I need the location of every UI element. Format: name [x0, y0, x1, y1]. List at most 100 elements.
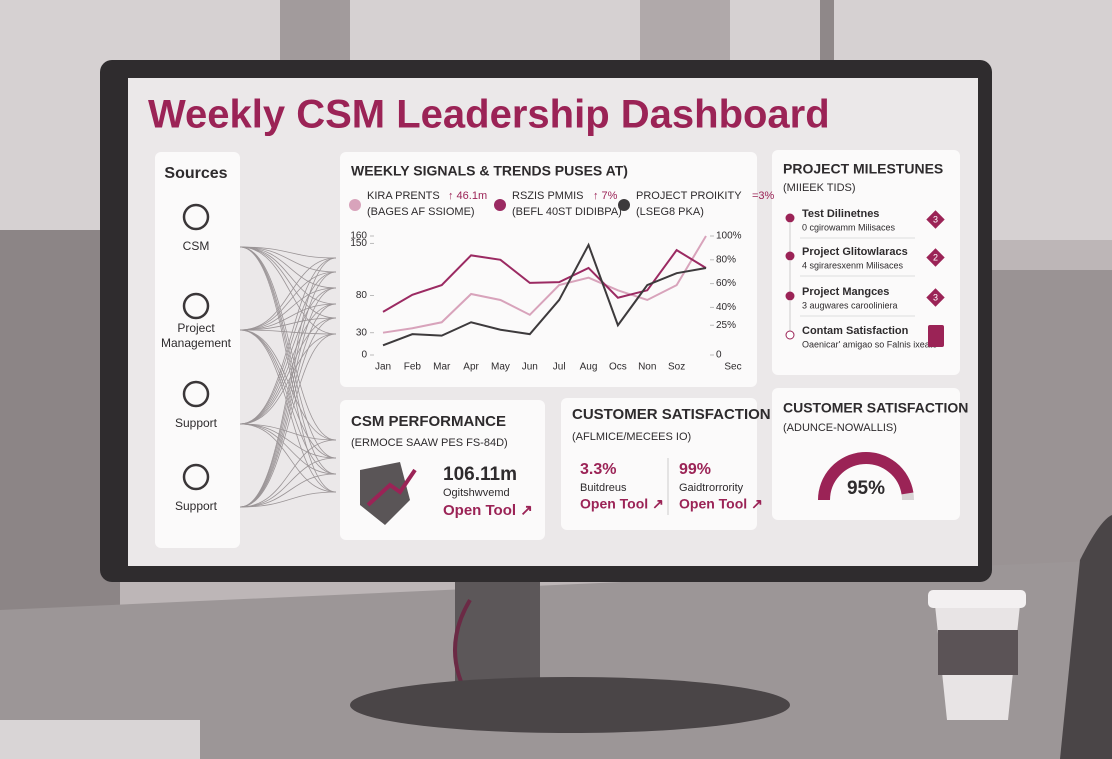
x-tick-label: Apr — [463, 362, 479, 373]
legend-name: RSZIS PMMIS — [512, 190, 584, 202]
milestones-subtitle: (MIIEEK TIDS) — [783, 182, 856, 194]
milestone-name: Test Dilinetnes — [802, 208, 879, 220]
connector — [239, 246, 337, 273]
source-icon — [182, 203, 210, 231]
y2-tick-label: 60% — [716, 278, 736, 289]
connector — [239, 423, 337, 475]
milestone-detail: 3 augwares carooliniera — [802, 300, 898, 310]
gauge-subtitle: (ADUNCE-NOWALLIS) — [783, 422, 897, 434]
source-label: Support — [175, 499, 218, 513]
y-tick-label: 160 — [350, 231, 367, 242]
connector — [239, 491, 337, 508]
legend-value: ↑ 46.1m — [448, 190, 487, 202]
metric-caption: Gaidtrorrority — [679, 482, 744, 494]
open-tool-link[interactable]: Open Tool ↗ — [443, 502, 533, 519]
y2-tick-label: 25% — [716, 320, 736, 331]
gauge-title: CUSTOMER SATISFACTION — [783, 400, 968, 416]
milestone-dot — [785, 291, 795, 301]
connector — [239, 329, 337, 475]
keyboard — [0, 720, 200, 759]
source-icon — [182, 292, 210, 320]
open-tool-link[interactable]: Open Tool ↗ — [679, 496, 763, 512]
connector — [239, 246, 337, 441]
connector — [239, 271, 337, 425]
x-tick-label: Sec — [724, 362, 741, 373]
source-label-line: Support — [175, 416, 218, 430]
y-tick-label: 150 — [350, 238, 367, 249]
connector — [239, 317, 337, 508]
connector — [239, 257, 337, 508]
gauge-label: 95% — [847, 478, 885, 499]
milestone-badge-label: 3 — [933, 214, 938, 224]
connector — [239, 246, 337, 493]
dashboard-title: Weekly CSM Leadership Dashboard — [148, 93, 830, 137]
y-tick-label: 80 — [356, 290, 368, 301]
x-tick-label: Jan — [375, 362, 391, 373]
x-tick-label: Ocs — [609, 362, 627, 373]
sources-title: Sources — [164, 165, 227, 182]
connector — [239, 457, 337, 508]
connector — [239, 439, 337, 508]
connector — [239, 246, 337, 259]
milestone-name: Contam Satisfaction — [802, 325, 909, 337]
legend-swatch — [349, 199, 361, 211]
sources-card — [155, 152, 240, 548]
connector — [239, 303, 337, 508]
performance-title: CSM PERFORMANCE — [351, 413, 506, 430]
connector — [239, 271, 337, 508]
milestone-name: Project Glitowlaracs — [802, 246, 908, 258]
connector — [239, 317, 337, 425]
monitor-base — [350, 677, 790, 733]
connector — [239, 287, 337, 331]
y-tick-label: 30 — [356, 327, 368, 338]
source-label: CSM — [183, 239, 210, 253]
connector — [239, 246, 337, 335]
x-tick-label: May — [491, 362, 510, 373]
connector — [239, 473, 337, 508]
connector — [239, 423, 337, 441]
legend-sub: (LSEG8 PKA) — [636, 206, 704, 218]
source-label-line: Project — [177, 321, 215, 335]
chair — [1060, 515, 1112, 759]
legend-swatch — [494, 199, 506, 211]
legend-sub: (BEFL 40ST DIDIBPA) — [512, 206, 622, 218]
x-tick-label: Soz — [668, 362, 685, 373]
milestone-dot — [785, 251, 795, 261]
legend-swatch — [618, 199, 630, 211]
milestone-badge — [926, 210, 945, 229]
trend-icon — [366, 468, 417, 507]
legend-name: PROJECT PROIKITY — [636, 190, 742, 202]
milestone-detail: 4 sgiraresxenm Milisaces — [802, 260, 904, 270]
x-tick-label: Mar — [433, 362, 451, 373]
gauge-arc — [818, 452, 914, 501]
metric-value: 3.3% — [580, 461, 616, 478]
source-label-line: CSM — [183, 239, 210, 253]
window-frame — [820, 0, 834, 70]
milestone-badge — [926, 248, 945, 267]
connector — [239, 329, 337, 441]
satisfaction-subtitle: (AFLMICE/MECEES IO) — [572, 431, 691, 443]
legend-name: KIRA PRENTS — [367, 190, 440, 202]
source-label: Project Management — [161, 321, 232, 350]
performance-subtitle: (ERMOCE SAAW PES FS-84D) — [351, 437, 508, 449]
shield-icon — [360, 462, 410, 525]
milestone-dot — [785, 330, 795, 340]
y2-tick-label: 80% — [716, 254, 736, 265]
metric-value: 99% — [679, 461, 711, 478]
milestone-dot — [785, 213, 795, 223]
legend-sub: (BAGES AF SSIOME) — [367, 206, 475, 218]
x-tick-label: Non — [638, 362, 656, 373]
legend-value: =3% — [752, 190, 775, 202]
signals-card — [340, 152, 757, 387]
connector — [239, 317, 337, 331]
source-label-line: Management — [161, 336, 232, 350]
connector — [239, 303, 337, 331]
milestone-badge-label: 2 — [933, 252, 938, 262]
open-tool-link[interactable]: Open Tool ↗ — [580, 496, 664, 512]
cup-sleeve — [938, 630, 1018, 675]
legend-value: ↑ 7% — [593, 190, 618, 202]
milestone-badge — [926, 288, 945, 307]
connector — [239, 329, 337, 459]
x-tick-label: Feb — [404, 362, 422, 373]
y2-tick-label: 0 — [716, 350, 722, 361]
